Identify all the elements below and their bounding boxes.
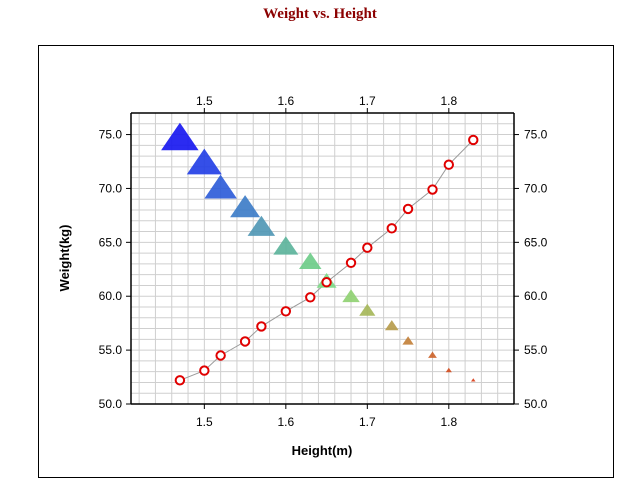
x-tick-label: 1.7 <box>359 415 376 429</box>
x-tick-label-top: 1.6 <box>277 94 294 108</box>
y-tick-label: 60.0 <box>99 289 123 303</box>
circle-point <box>215 350 226 361</box>
triangle-point <box>299 252 322 269</box>
y-tick-label: 70.0 <box>99 181 123 195</box>
circle-point <box>199 365 210 376</box>
y-tick-label-right: 60.0 <box>524 289 548 303</box>
y-tick-label-right: 65.0 <box>524 235 548 249</box>
circle-point <box>305 292 316 303</box>
y-tick-label: 50.0 <box>99 397 123 411</box>
axes: 1.5 1.5 1.6 1.6 1.7 1.7 1.8 1.8 50.0 50.0 55.0 55.0… <box>99 94 548 429</box>
y-tick-label: 65.0 <box>99 235 123 249</box>
x-axis-label: Height(m) <box>292 443 353 458</box>
triangle-point <box>428 351 437 358</box>
triangle-point <box>445 367 452 373</box>
circle-point <box>402 203 414 215</box>
plot-marks <box>161 122 479 386</box>
x-tick-label-top: 1.5 <box>196 94 213 108</box>
y-tick-label-right: 55.0 <box>524 343 548 357</box>
triangle-point <box>247 215 276 236</box>
triangle-point <box>471 378 476 382</box>
circle-point <box>427 184 438 195</box>
circle-point <box>362 242 373 253</box>
triangle-point <box>342 289 360 303</box>
x-tick-label: 1.8 <box>440 415 457 429</box>
x-tick-label: 1.5 <box>196 415 213 429</box>
y-axis-label: Weight(kg) <box>57 225 72 292</box>
circle-point <box>280 306 292 317</box>
circle-point <box>345 257 357 269</box>
triangle-point <box>402 336 414 345</box>
y-tick-label-right: 75.0 <box>524 128 548 142</box>
chart-title: Weight vs. Height <box>263 6 377 22</box>
y-tick-label: 75.0 <box>99 128 123 142</box>
triangle-point <box>230 195 261 218</box>
triangle-point <box>204 174 237 199</box>
y-tick-label: 55.0 <box>99 343 123 357</box>
triangle-point <box>186 148 222 175</box>
triangle-point <box>384 320 399 331</box>
circle-point <box>468 134 479 146</box>
y-tick-label-right: 50.0 <box>524 397 548 411</box>
circle-point <box>256 321 267 332</box>
circle-point <box>239 336 251 347</box>
x-tick-label-top: 1.8 <box>440 94 457 108</box>
triangle-point <box>161 122 199 151</box>
x-tick-label: 1.6 <box>277 415 294 429</box>
circle-point <box>174 375 186 386</box>
x-tick-label-top: 1.7 <box>359 94 376 108</box>
circle-point <box>386 223 397 234</box>
triangle-point <box>359 303 376 316</box>
circle-point <box>443 159 455 170</box>
circle-point <box>321 277 332 288</box>
triangle-point <box>273 236 299 255</box>
grid <box>131 113 514 404</box>
y-tick-label-right: 70.0 <box>524 181 548 195</box>
